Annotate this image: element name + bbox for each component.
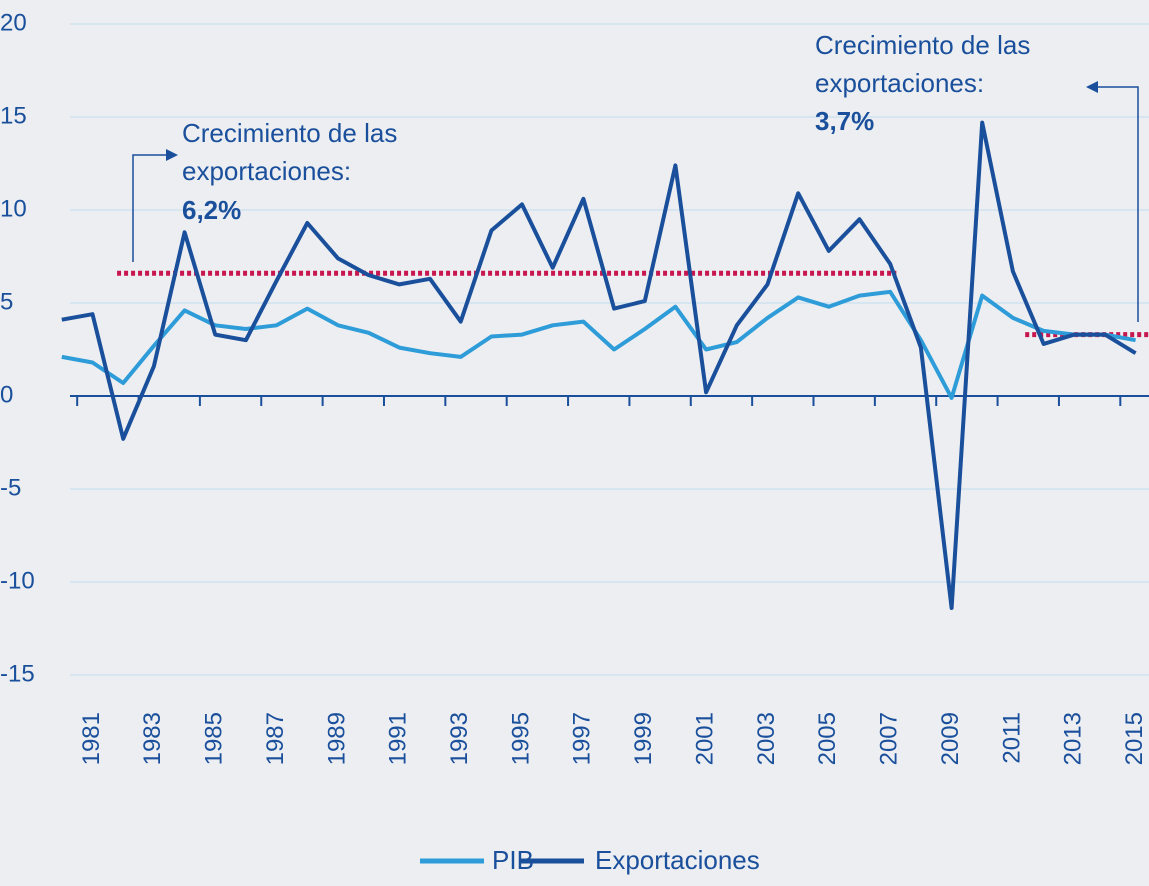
x-tick-label: 1981 — [78, 712, 105, 765]
series-layer: PIB Exportaciones — [61, 120, 1149, 875]
arrow-head — [1086, 81, 1098, 93]
x-tick-label: 1997 — [569, 712, 596, 765]
x-tick-label: 1995 — [507, 712, 534, 765]
annotation: exportaciones: — [182, 156, 351, 186]
y-tick-label: 5 — [0, 288, 13, 315]
annotation-arrow — [132, 154, 168, 262]
x-tick-label: 2011 — [998, 712, 1025, 764]
x-tick-label: 2001 — [691, 712, 718, 765]
y-tick-label: 20 — [0, 9, 27, 36]
x-tick-label: 1991 — [385, 712, 412, 765]
x-tick-label: 2007 — [876, 712, 903, 765]
x-tick-label: 1999 — [630, 712, 657, 765]
x-tick-label: 2003 — [753, 712, 780, 765]
x-tick-label: 2015 — [1121, 712, 1148, 765]
x-tick-label: 1993 — [446, 712, 473, 765]
y-tick-label: -15 — [0, 660, 35, 687]
x-tick-label: 2005 — [814, 712, 841, 765]
legend-label: Exportaciones — [595, 845, 760, 875]
annotation: exportaciones: — [815, 68, 984, 98]
x-tick-label: 1983 — [139, 712, 166, 765]
arrow-head — [166, 149, 178, 161]
annotation-value: 3,7% — [815, 106, 874, 136]
y-tick-label: 15 — [0, 102, 27, 129]
x-tick-label: 1989 — [323, 712, 350, 765]
x-tick-label: 1985 — [201, 712, 228, 765]
y-tick-label: 10 — [0, 195, 27, 222]
x-tick-label: 1987 — [262, 712, 289, 765]
series-line — [61, 120, 1137, 610]
y-tick-label: 0 — [0, 381, 13, 408]
series-line — [61, 289, 1136, 400]
annotation: Crecimiento de las — [182, 118, 397, 148]
plot: -15 -10 -5 0 5 10 15 20 1981 1983 1985 1987 1989 1991… — [0, 9, 1149, 765]
x-tick-label: 2013 — [1060, 712, 1087, 765]
x-tick-label: 2009 — [937, 712, 964, 765]
y-tick-label: -10 — [0, 567, 35, 594]
annotation: Crecimiento de las — [815, 30, 1030, 60]
y-tick-label: -5 — [0, 474, 21, 501]
annotation-value: 6,2% — [182, 195, 241, 225]
annotation-arrow — [1096, 86, 1139, 322]
